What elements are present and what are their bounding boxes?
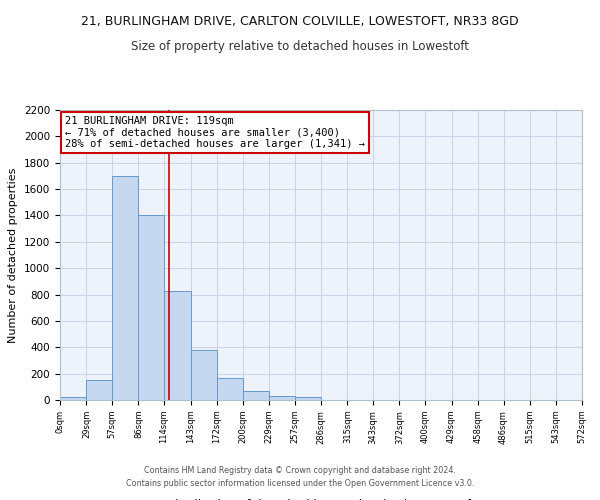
Y-axis label: Number of detached properties: Number of detached properties <box>8 168 19 342</box>
Bar <box>60 398 86 400</box>
Text: 21, BURLINGHAM DRIVE, CARLTON COLVILLE, LOWESTOFT, NR33 8GD: 21, BURLINGHAM DRIVE, CARLTON COLVILLE, … <box>81 15 519 28</box>
Bar <box>139 216 164 400</box>
Text: Contains HM Land Registry data © Crown copyright and database right 2024.
Contai: Contains HM Land Registry data © Crown c… <box>126 466 474 487</box>
Bar <box>269 396 295 400</box>
Bar <box>242 392 269 400</box>
Bar <box>86 380 112 400</box>
Bar <box>295 398 321 400</box>
Bar <box>217 378 242 400</box>
Bar <box>112 176 139 400</box>
Bar <box>191 350 217 400</box>
X-axis label: Distribution of detached houses by size in Lowestoft: Distribution of detached houses by size … <box>166 499 476 500</box>
Bar <box>164 290 191 400</box>
Text: Size of property relative to detached houses in Lowestoft: Size of property relative to detached ho… <box>131 40 469 53</box>
Text: 21 BURLINGHAM DRIVE: 119sqm
← 71% of detached houses are smaller (3,400)
28% of : 21 BURLINGHAM DRIVE: 119sqm ← 71% of det… <box>65 116 365 149</box>
